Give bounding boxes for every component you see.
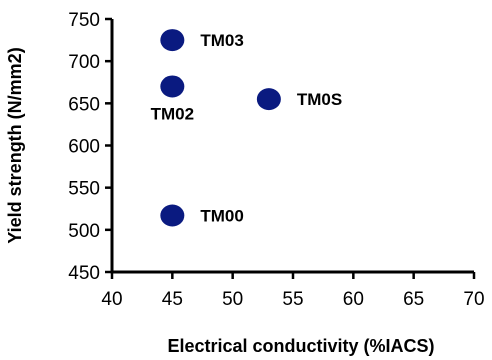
data-point-label: TM03 bbox=[200, 31, 243, 50]
x-tick-label: 50 bbox=[222, 289, 243, 310]
data-point bbox=[160, 204, 185, 227]
x-tick-label: 60 bbox=[343, 289, 364, 310]
y-tick-label: 550 bbox=[68, 179, 100, 200]
y-tick-label: 700 bbox=[68, 52, 100, 73]
data-point-label: TM00 bbox=[200, 206, 243, 225]
x-tick-label: 65 bbox=[403, 289, 424, 310]
data-point bbox=[256, 88, 281, 111]
x-tick-label: 45 bbox=[162, 289, 183, 310]
x-tick-label: 70 bbox=[463, 289, 484, 310]
data-point bbox=[160, 29, 185, 52]
y-tick-label: 750 bbox=[68, 10, 100, 31]
x-axis-title: Electrical conductivity (%IACS) bbox=[167, 336, 434, 356]
y-tick-label: 450 bbox=[68, 263, 100, 284]
x-tick-label: 40 bbox=[101, 289, 122, 310]
data-points: TM03 TM02 TM0S TM00 bbox=[151, 29, 342, 227]
data-point-label: TM0S bbox=[297, 90, 342, 109]
x-tick-label: 55 bbox=[282, 289, 303, 310]
data-point bbox=[160, 75, 185, 98]
data-point-label: TM02 bbox=[151, 104, 194, 123]
y-ticks: 450 500 550 600 650 700 750 bbox=[68, 10, 112, 284]
x-ticks: 40 45 50 55 60 65 70 bbox=[101, 272, 485, 310]
y-tick-label: 650 bbox=[68, 94, 100, 115]
y-tick-label: 600 bbox=[68, 137, 100, 158]
plot-area: 450 500 550 600 650 700 750 40 45 50 55 60 65 70 TM0… bbox=[68, 10, 484, 310]
y-axis-title: Yield strength (N/mm2) bbox=[5, 47, 25, 243]
y-tick-label: 500 bbox=[68, 221, 100, 242]
